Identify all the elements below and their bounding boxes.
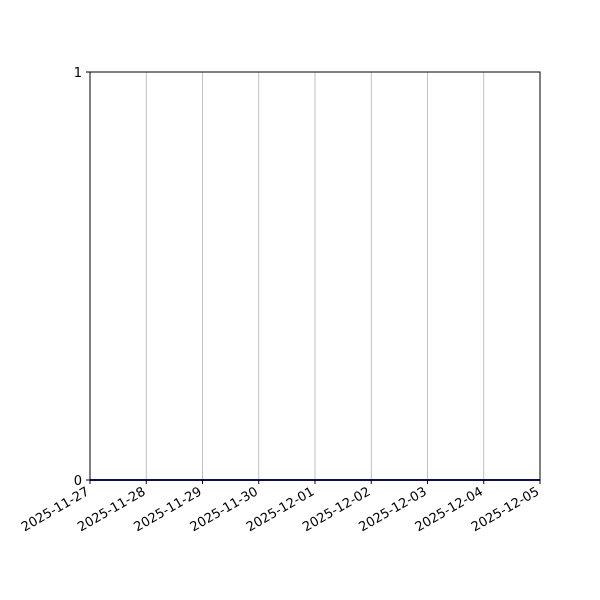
y-axis: 01 [74,66,90,489]
y-tick-label: 1 [74,66,82,81]
y-tick-label: 0 [74,474,82,489]
grid [89,72,541,480]
x-axis: 2025-11-272025-11-282025-11-292025-11-30… [19,480,542,535]
